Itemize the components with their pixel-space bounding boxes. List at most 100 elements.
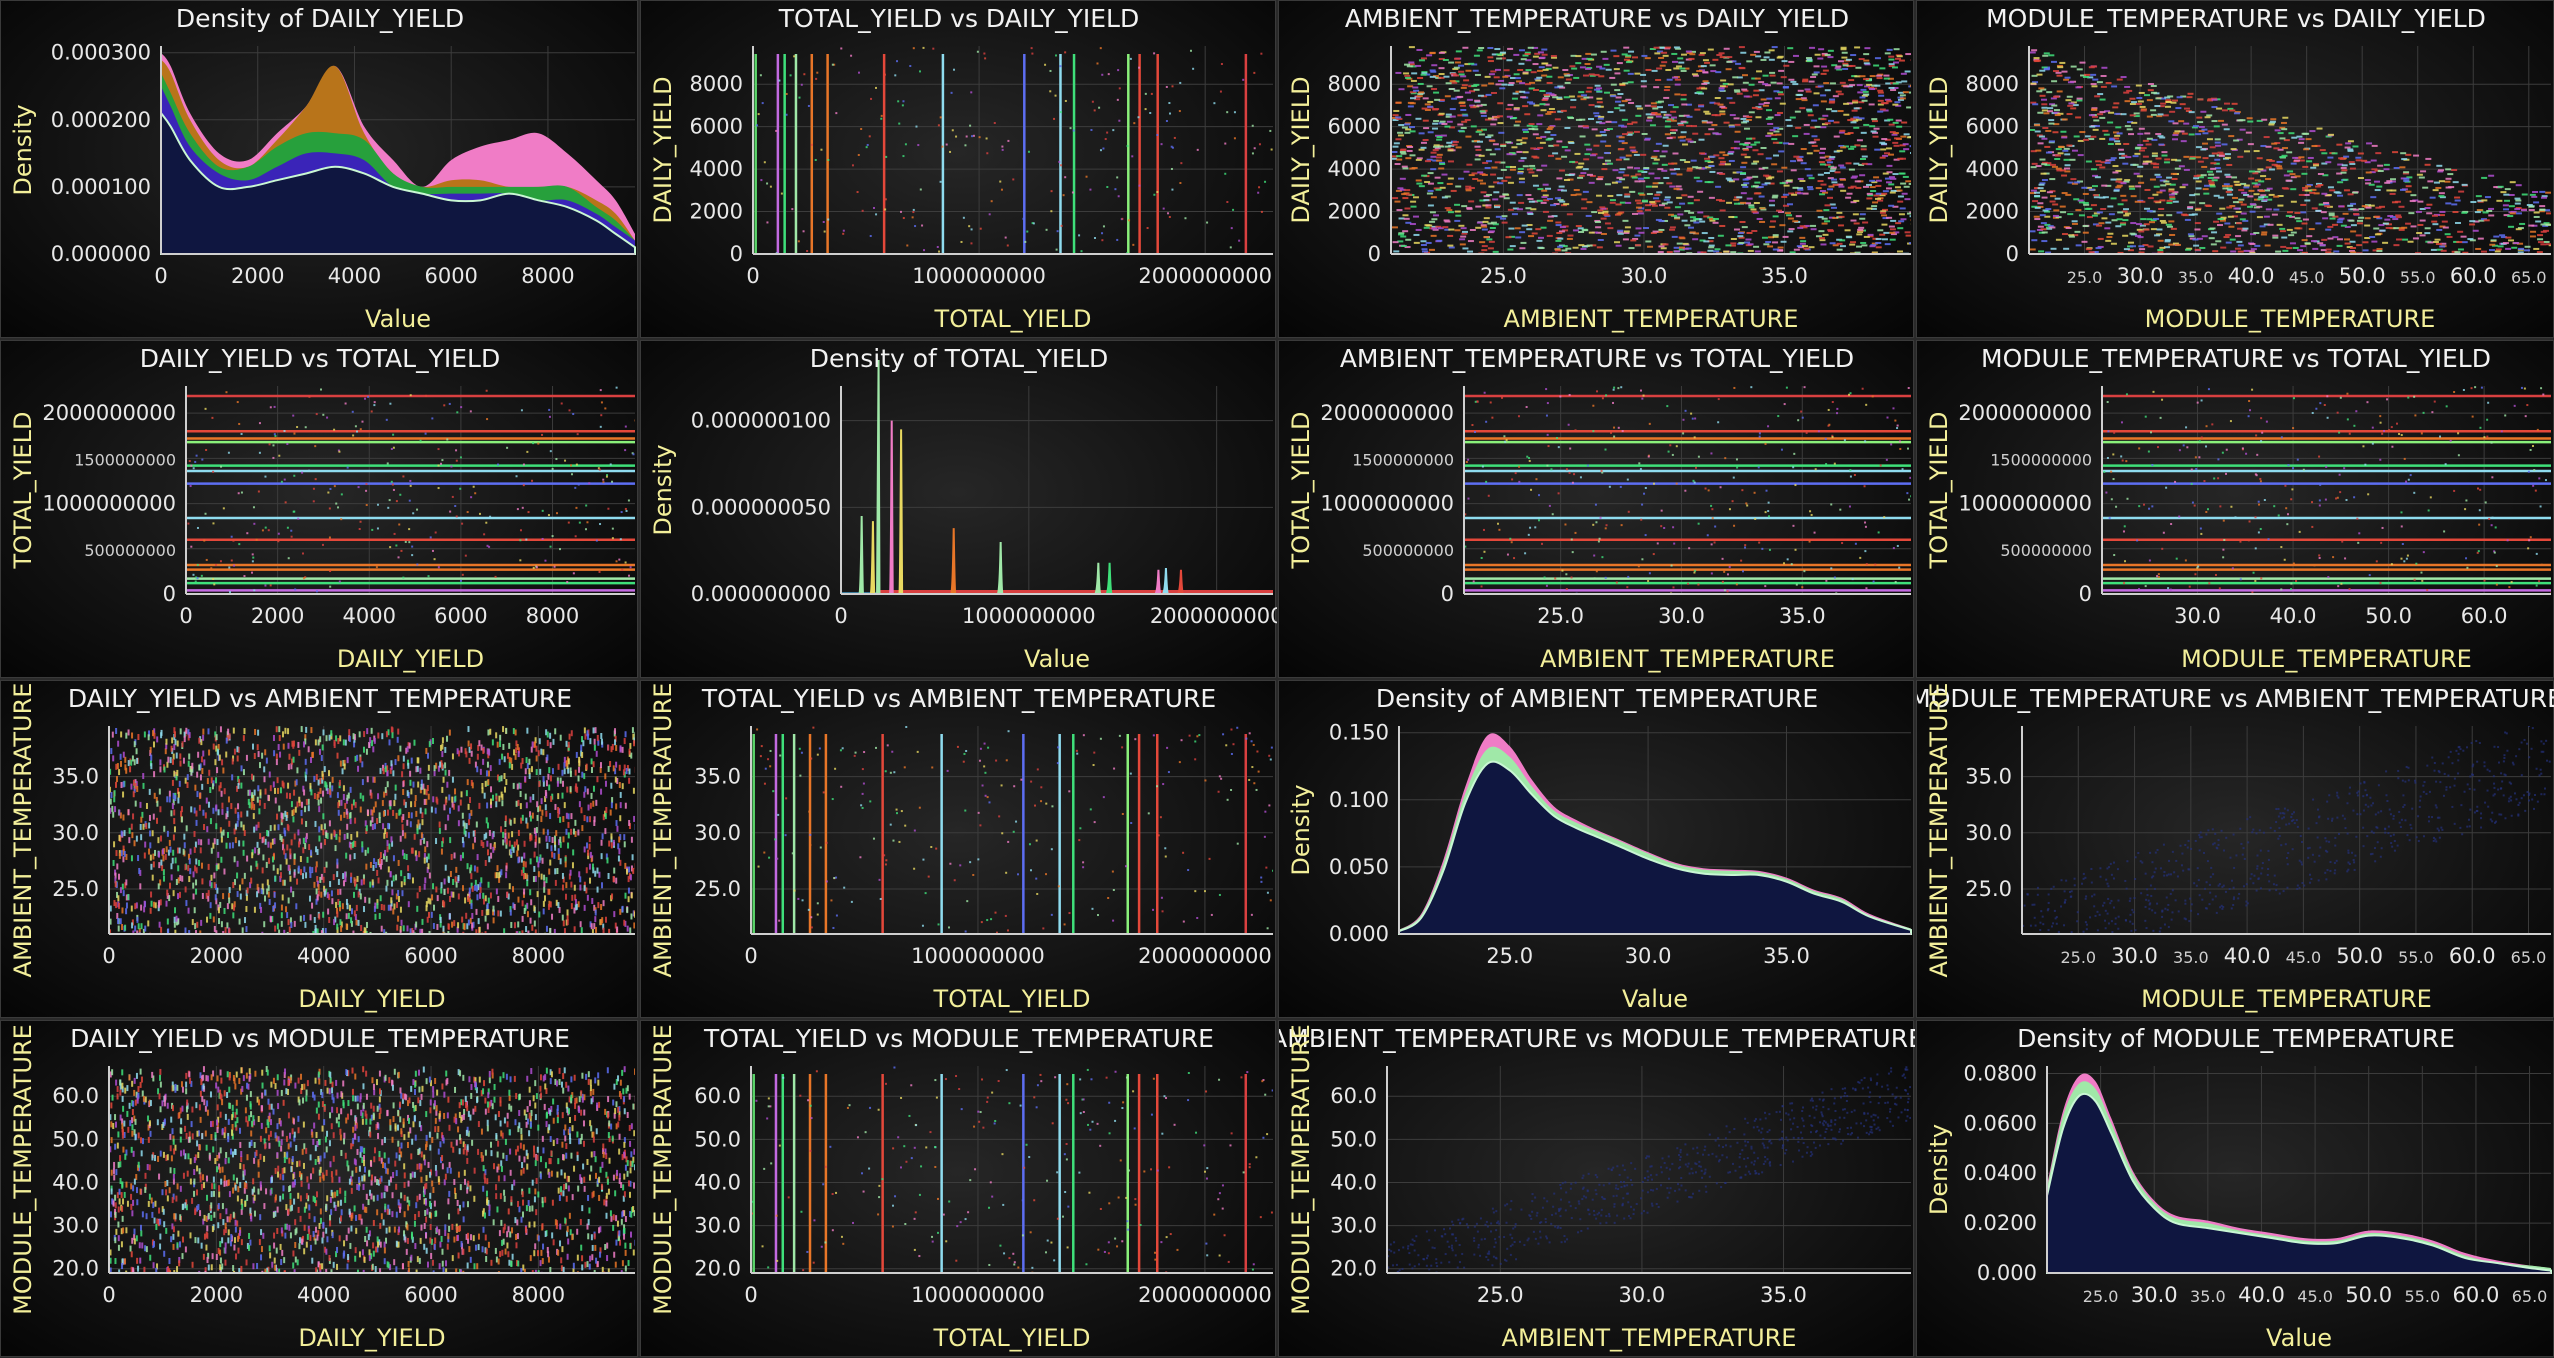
density-area-2 bbox=[1399, 762, 1911, 934]
x-axis-label: AMBIENT_TEMPERATURE bbox=[1502, 1324, 1797, 1352]
density-spike-6 bbox=[998, 542, 1003, 594]
chart-title: TOTAL_YIELD vs AMBIENT_TEMPERATURE bbox=[701, 684, 1216, 713]
y-tick-label: 0 bbox=[1441, 582, 1454, 606]
x-tick-label: 8000 bbox=[526, 604, 579, 628]
x-tick-label: 55.0 bbox=[2398, 948, 2434, 967]
x-axis-label: MODULE_TEMPERATURE bbox=[2145, 305, 2436, 333]
x-tick-label: 4000 bbox=[328, 264, 381, 288]
x-tick-label: 35.0 bbox=[2173, 948, 2209, 967]
x-tick-label: 6000 bbox=[404, 944, 457, 968]
plot-marks bbox=[1464, 386, 1912, 595]
y-axis-label: DAILY_YIELD bbox=[1925, 76, 1953, 223]
x-axis-label: MODULE_TEMPERATURE bbox=[2141, 985, 2432, 1013]
x-axis-label: TOTAL_YIELD bbox=[934, 305, 1092, 333]
y-tick-label: 0.000000000 bbox=[691, 582, 831, 606]
chart-title: DAILY_YIELD vs TOTAL_YIELD bbox=[140, 344, 500, 373]
y-tick-label: 30.0 bbox=[1965, 821, 2012, 845]
x-tick-label: 65.0 bbox=[2511, 268, 2547, 287]
y-tick-label: 1500000000 bbox=[1990, 450, 2092, 469]
y-axis-label: Density bbox=[649, 444, 677, 535]
plot-marks bbox=[841, 360, 1273, 595]
x-tick-label: 50.0 bbox=[2365, 604, 2412, 628]
y-tick-label: 60.0 bbox=[1330, 1084, 1377, 1108]
x-tick-label: 2000000000 bbox=[1138, 1283, 1272, 1307]
y-tick-label: 1500000000 bbox=[74, 450, 176, 469]
x-axis-label: Value bbox=[1024, 645, 1090, 673]
y-tick-label: 8000 bbox=[690, 72, 743, 96]
y-tick-label: 0.000000 bbox=[51, 242, 151, 266]
y-tick-label: 30.0 bbox=[1330, 1214, 1377, 1238]
y-tick-label: 0 bbox=[730, 242, 743, 266]
y-tick-label: 500000000 bbox=[2000, 541, 2092, 560]
x-tick-label: 2000 bbox=[231, 264, 284, 288]
x-axis-label: AMBIENT_TEMPERATURE bbox=[1540, 645, 1835, 673]
density-spike-8 bbox=[1106, 563, 1111, 594]
y-tick-label: 50.0 bbox=[52, 1127, 99, 1151]
y-tick-label: 500000000 bbox=[1362, 541, 1454, 560]
x-tick-label: 1000000000 bbox=[911, 1283, 1045, 1307]
x-axis-label: DAILY_YIELD bbox=[298, 985, 445, 1013]
x-tick-label: 0 bbox=[744, 944, 757, 968]
y-tick-label: 4000 bbox=[1966, 157, 2019, 181]
x-tick-label: 45.0 bbox=[2289, 268, 2325, 287]
y-tick-label: 2000000000 bbox=[1320, 401, 1454, 425]
y-tick-label: 1500000000 bbox=[1352, 450, 1454, 469]
x-tick-label: 0 bbox=[834, 604, 847, 628]
x-tick-label: 25.0 bbox=[1537, 604, 1584, 628]
y-tick-label: 20.0 bbox=[694, 1257, 741, 1281]
y-tick-label: 20.0 bbox=[52, 1257, 99, 1281]
y-tick-label: 35.0 bbox=[1965, 765, 2012, 789]
x-tick-label: 6000 bbox=[424, 264, 477, 288]
x-tick-label: 40.0 bbox=[2224, 944, 2271, 968]
x-axis-label: Value bbox=[2266, 1324, 2332, 1352]
y-tick-label: 40.0 bbox=[1330, 1170, 1377, 1194]
y-axis-label: AMBIENT_TEMPERATURE bbox=[9, 683, 37, 978]
x-tick-label: 4000 bbox=[343, 604, 396, 628]
y-tick-label: 6000 bbox=[1966, 115, 2019, 139]
x-tick-label: 6000 bbox=[404, 1283, 457, 1307]
x-tick-label: 6000 bbox=[434, 604, 487, 628]
density-spike-7 bbox=[1095, 563, 1100, 594]
chart-title: Density of DAILY_YIELD bbox=[176, 4, 464, 33]
chart-title: TOTAL_YIELD vs DAILY_YIELD bbox=[778, 4, 1139, 33]
y-tick-label: 20.0 bbox=[1330, 1257, 1377, 1281]
x-tick-label: 0 bbox=[744, 1283, 757, 1307]
x-tick-label: 60.0 bbox=[2461, 604, 2508, 628]
y-tick-label: 0 bbox=[2006, 242, 2019, 266]
x-tick-label: 55.0 bbox=[2405, 1287, 2441, 1306]
x-axis-label: Value bbox=[365, 305, 431, 333]
y-tick-label: 0.000 bbox=[1329, 922, 1389, 946]
x-tick-label: 30.0 bbox=[1619, 1283, 1666, 1307]
x-tick-label: 0 bbox=[179, 604, 192, 628]
density-spike-5 bbox=[951, 528, 955, 594]
x-tick-label: 0 bbox=[102, 1283, 115, 1307]
y-axis-label: TOTAL_YIELD bbox=[1287, 412, 1315, 570]
y-tick-label: 0.150 bbox=[1329, 721, 1389, 745]
x-tick-label: 25.0 bbox=[1486, 944, 1533, 968]
y-tick-label: 6000 bbox=[690, 115, 743, 139]
x-tick-label: 65.0 bbox=[2511, 948, 2547, 967]
chart-title: MODULE_TEMPERATURE vs TOTAL_YIELD bbox=[1981, 344, 2491, 373]
y-tick-label: 60.0 bbox=[52, 1084, 99, 1108]
y-tick-label: 0 bbox=[2079, 582, 2092, 606]
y-axis-label: Density bbox=[9, 104, 37, 195]
x-tick-label: 8000 bbox=[512, 1283, 565, 1307]
y-tick-label: 1000000000 bbox=[1958, 492, 2092, 516]
chart-title: Density of TOTAL_YIELD bbox=[810, 344, 1108, 373]
x-tick-label: 35.0 bbox=[1779, 604, 1826, 628]
plot-marks bbox=[1387, 1062, 1911, 1303]
y-tick-label: 0.000000050 bbox=[691, 495, 831, 519]
x-tick-label: 30.0 bbox=[2174, 604, 2221, 628]
x-tick-label: 35.0 bbox=[2178, 268, 2214, 287]
chart-title: AMBIENT_TEMPERATURE vs MODULE_TEMPERATUR… bbox=[1279, 1024, 1915, 1053]
